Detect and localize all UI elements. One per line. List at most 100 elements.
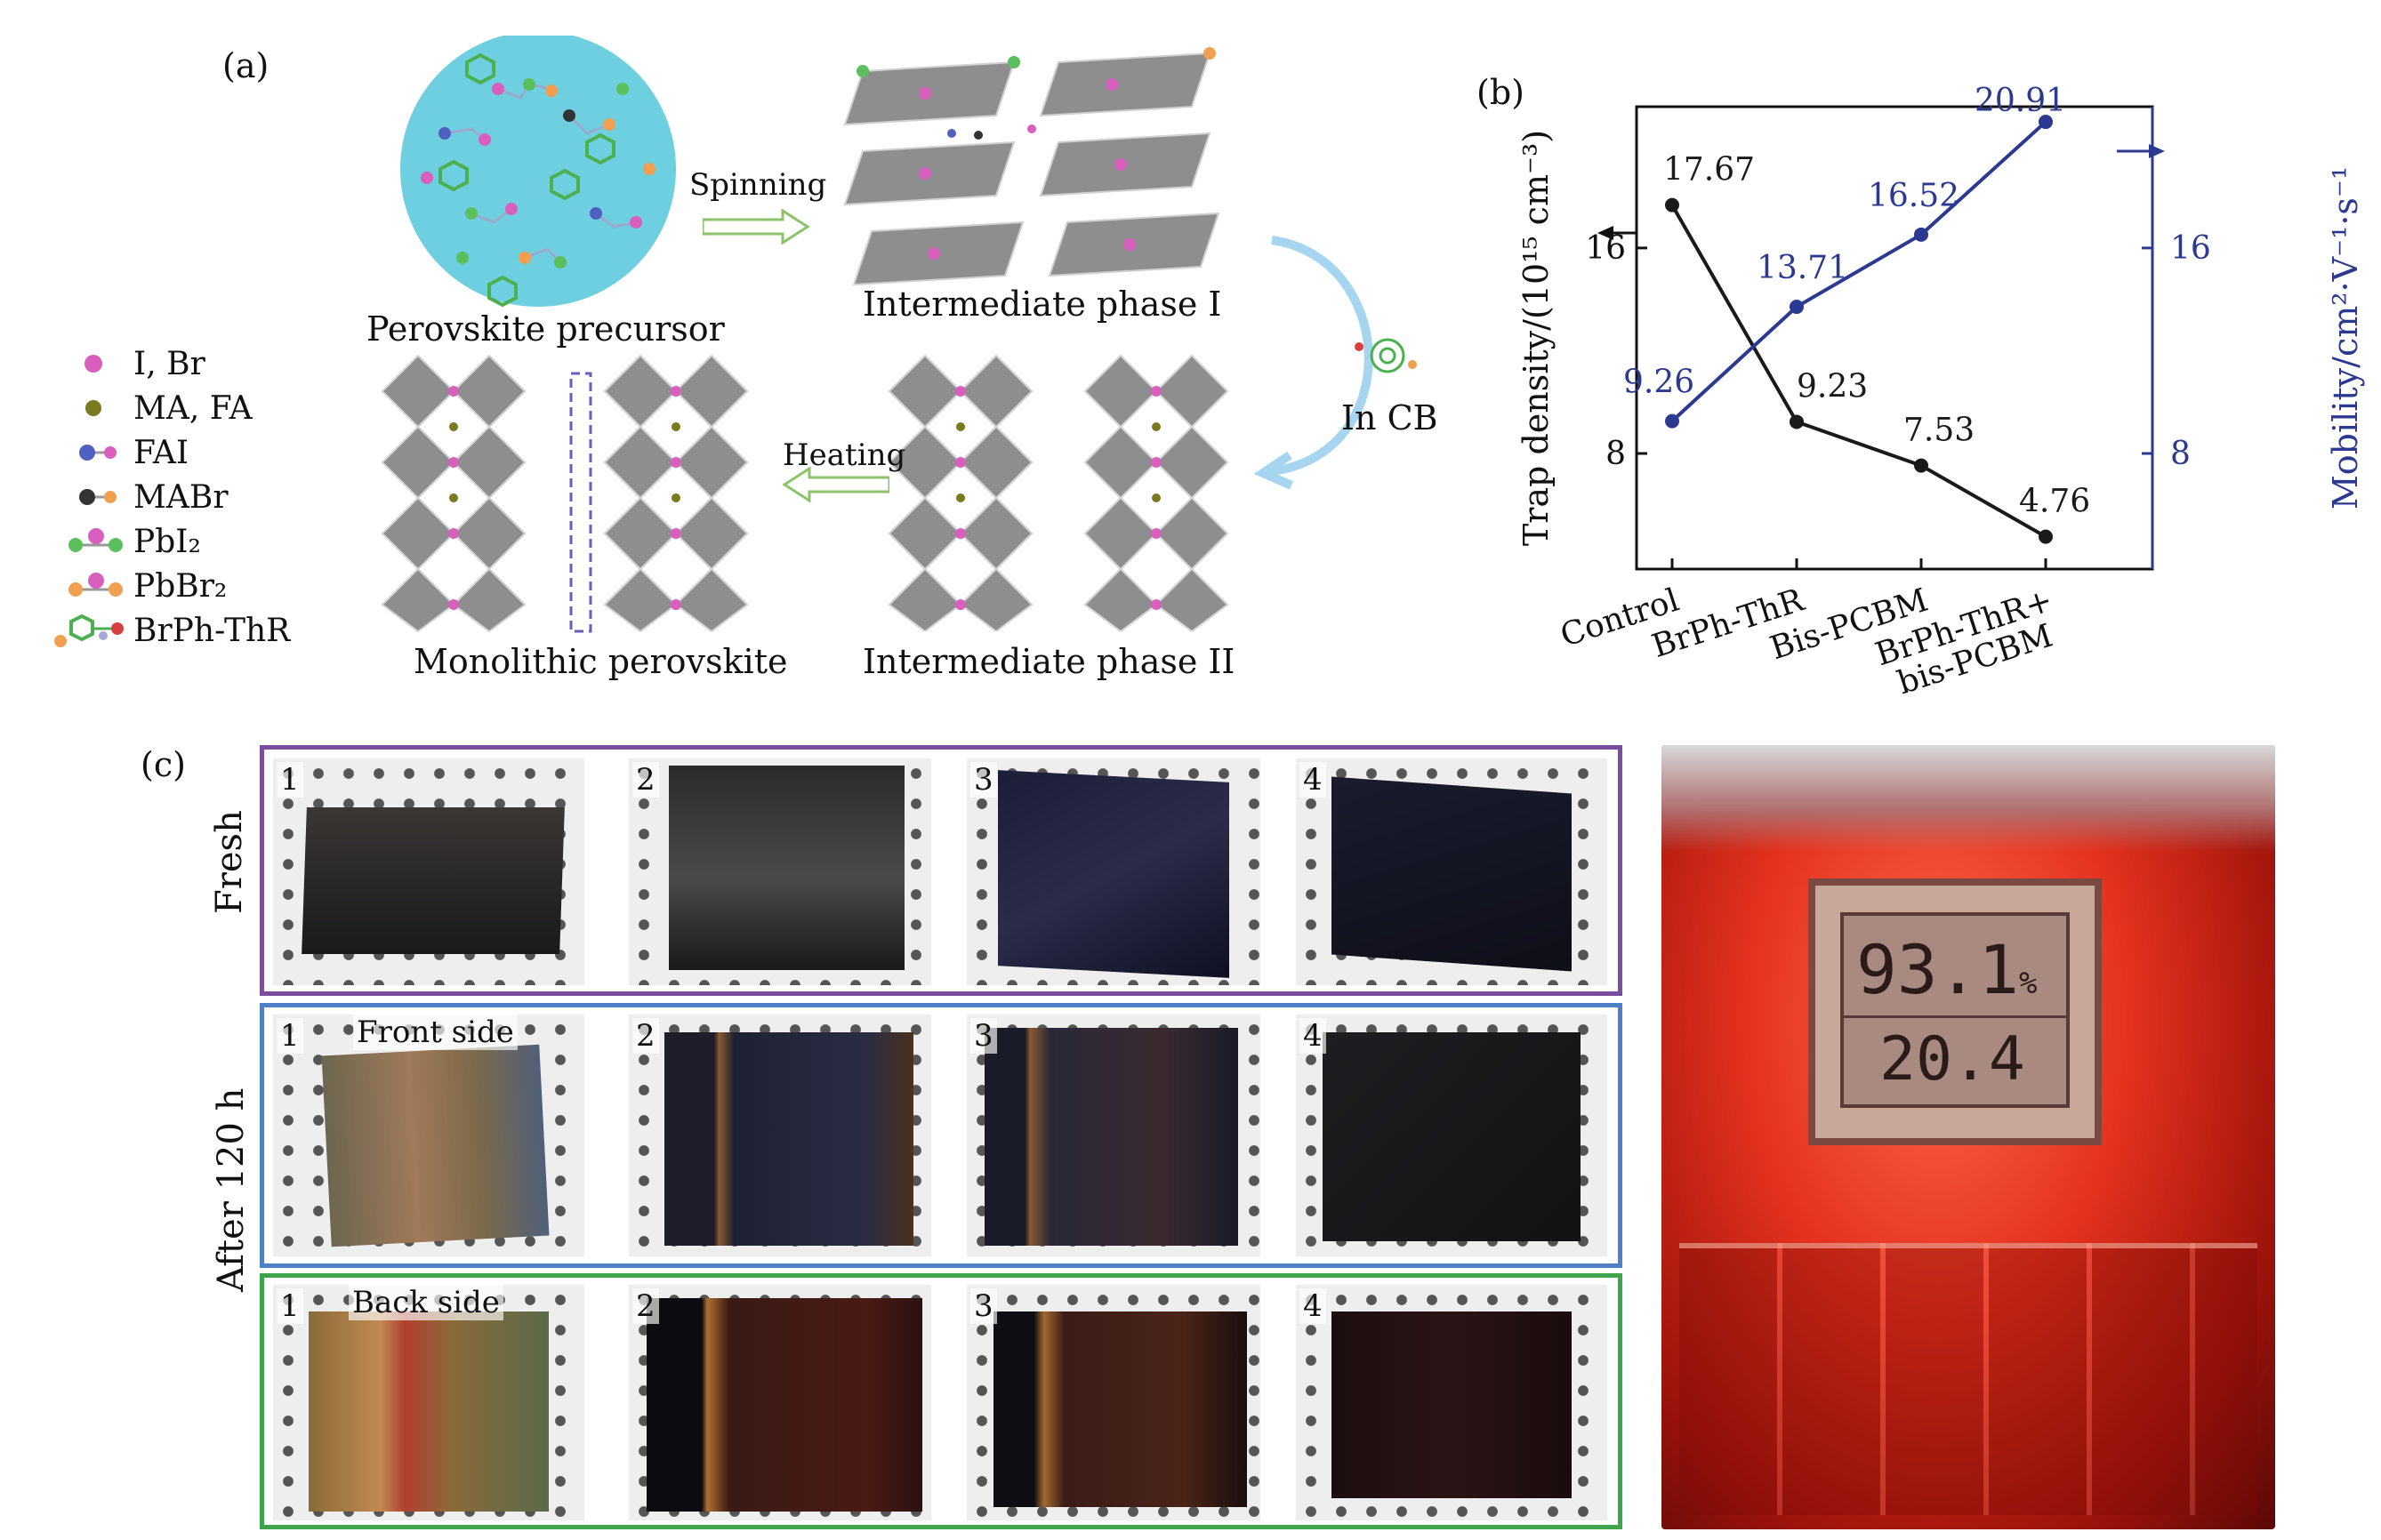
sample-number: 1 <box>277 762 303 798</box>
right-axis-indicator-arrow <box>2117 144 2165 158</box>
sample-photo: 3 <box>967 1285 1260 1520</box>
data-point <box>1665 197 1679 213</box>
data-label: 7.53 <box>1903 413 1975 449</box>
sample-photo: 2 <box>629 1285 931 1520</box>
y2-tick-label: 16 <box>2170 230 2211 267</box>
sample-number: 4 <box>1299 1018 1326 1054</box>
y2-tick-label: 8 <box>2170 436 2191 472</box>
sample-number: 2 <box>632 762 659 798</box>
intermediate-phase-2-caption: Intermediate phase II <box>863 642 1235 681</box>
data-label: 9.26 <box>1623 365 1694 401</box>
sample-number: 3 <box>970 1018 997 1054</box>
pink-sphere-icon <box>84 355 102 373</box>
back-side-label: Back side <box>349 1285 503 1320</box>
fai-molecule-icon <box>79 445 117 461</box>
sample-photo: 2 <box>629 1015 931 1256</box>
y2-axis-label: Mobility/cm²·V⁻¹·s⁻¹ <box>2326 166 2365 509</box>
sample-photo: 3 <box>967 758 1260 985</box>
fresh-row-frame: 1 2 3 4 <box>260 745 1622 996</box>
sample-number: 3 <box>970 762 997 798</box>
legend-label: MABr <box>133 478 229 516</box>
spinning-arrow-icon <box>703 209 809 245</box>
legend-item: PbBr₂ <box>36 565 227 607</box>
in-cb-label: In CB <box>1341 398 1438 437</box>
panel-b-letter: (b) <box>1476 73 1524 112</box>
sample-photo: 3 <box>967 1015 1260 1256</box>
humidity-chamber-photo: 93.1% 20.4 <box>1661 745 2275 1529</box>
legend-item: I, Br <box>36 342 205 385</box>
legend-label: MA, FA <box>133 389 253 427</box>
chamber-shelf <box>1679 1243 2257 1515</box>
spinning-label: Spinning <box>689 167 827 203</box>
legend-item: MABr <box>36 476 229 518</box>
sample-number: 1 <box>277 1018 303 1054</box>
legend-label: I, Br <box>133 345 205 382</box>
trap-density-mobility-chart: 816 816 ControlBrPh-ThRBis-PCBMBrPh-ThR+… <box>1516 83 2365 702</box>
heating-arrow-icon <box>783 467 889 502</box>
sample-number: 3 <box>970 1288 997 1324</box>
sample-photo: 2 <box>629 758 931 985</box>
y-tick-label: 8 <box>1605 436 1626 472</box>
back-side-row-frame: 1 Back side 2 3 4 <box>260 1273 1622 1529</box>
brph-thr-molecule-icon <box>54 614 124 647</box>
y-axis-label: Trap density/(10¹⁵ cm⁻³) <box>1516 130 1556 546</box>
row-label-fresh: Fresh <box>209 810 250 914</box>
precursor-caption: Perovskite precursor <box>366 309 725 349</box>
data-point <box>1790 414 1804 429</box>
sample-photo: 1 Back side <box>273 1285 584 1520</box>
precursor-solution-illustration <box>400 36 676 308</box>
olive-sphere-icon <box>85 400 101 416</box>
in-cb-curved-arrow-icon <box>1254 236 1417 489</box>
left-axis-indicator-arrow <box>1597 226 1637 240</box>
sample-photo: 1 <box>273 758 584 985</box>
front-side-label: Front side <box>353 1015 518 1050</box>
data-point <box>1914 458 1928 473</box>
front-side-row-frame: 1 Front side 2 3 4 <box>260 1003 1622 1268</box>
data-label: 16.52 <box>1868 178 1959 214</box>
data-point <box>1914 227 1928 242</box>
legend-label: FAI <box>133 434 189 471</box>
sample-photo: 4 <box>1296 1285 1607 1520</box>
data-point <box>1790 300 1804 315</box>
series-line <box>1670 120 2047 423</box>
humidity-reading: 93.1 <box>1856 930 2020 1009</box>
row-label-after-120h: After 120 h <box>211 1087 252 1292</box>
heating-label: Heating <box>783 437 906 473</box>
panel-c-letter: (c) <box>141 745 186 784</box>
sample-photo: 4 <box>1296 1015 1607 1256</box>
monolithic-perovskite-illustration <box>381 354 749 633</box>
data-point <box>2039 115 2053 130</box>
legend-item: BrPh-ThR <box>36 609 290 652</box>
data-point <box>2039 529 2053 544</box>
monolithic-caption: Monolithic perovskite <box>414 642 788 681</box>
chamber-glare <box>1661 745 2275 852</box>
legend-label: PbI₂ <box>133 523 201 560</box>
data-point <box>1665 413 1679 429</box>
legend-label: PbBr₂ <box>133 567 228 605</box>
sample-number: 2 <box>632 1018 659 1054</box>
mabr-molecule-icon <box>79 489 117 505</box>
intermediate-phase-1-illustration <box>843 47 1220 286</box>
data-label: 17.67 <box>1663 152 1755 188</box>
sample-number: 1 <box>277 1288 303 1324</box>
sample-number: 4 <box>1299 1288 1326 1324</box>
data-label: 4.76 <box>2019 484 2090 520</box>
intermediate-phase-1-caption: Intermediate phase I <box>863 285 1222 324</box>
hygrometer-screen: 93.1% 20.4 <box>1840 912 2070 1108</box>
sample-number: 2 <box>632 1288 659 1324</box>
data-label: 13.71 <box>1757 250 1848 286</box>
sample-photo: 4 <box>1296 758 1607 985</box>
legend-item: FAI <box>36 431 189 474</box>
series-line <box>1670 204 2047 539</box>
sample-photo: 1 Front side <box>273 1015 584 1256</box>
data-label: 9.23 <box>1797 368 1868 405</box>
pbbr2-molecule-icon <box>68 573 123 597</box>
sample-number: 4 <box>1299 762 1326 798</box>
temperature-reading: 20.4 <box>1879 1024 2025 1095</box>
pbi2-molecule-icon <box>68 528 123 552</box>
intermediate-phase-2-illustration <box>888 354 1229 631</box>
legend-item: MA, FA <box>36 387 253 429</box>
data-label: 20.91 <box>1975 83 2066 119</box>
legend-item: PbI₂ <box>36 520 201 563</box>
legend-label: BrPh-ThR <box>133 612 291 649</box>
